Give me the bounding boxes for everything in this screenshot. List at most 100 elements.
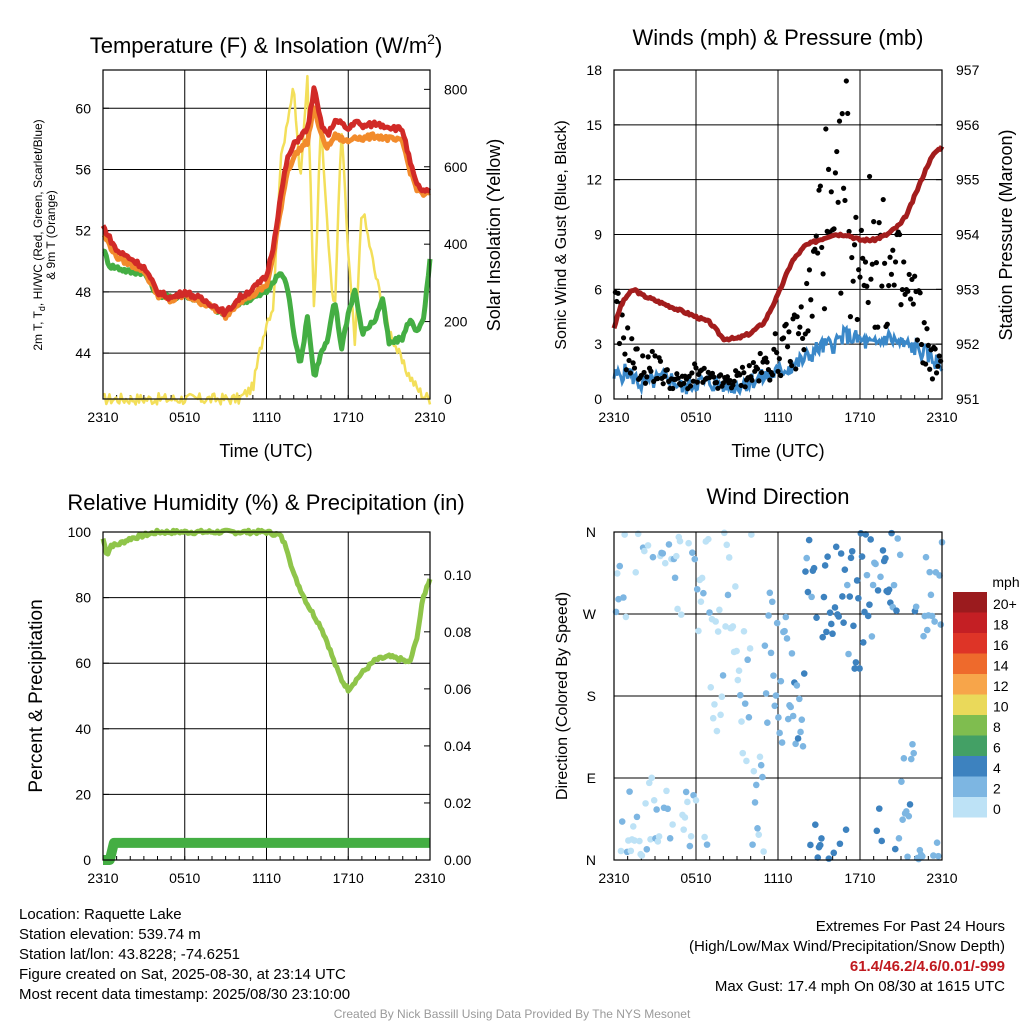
max-gust-text: Max Gust: 17.4 mph On 08/30 at 1615 UTC (714, 978, 1005, 995)
direction-point (836, 840, 844, 848)
x-tick-label: 2310 (87, 870, 118, 886)
direction-title: Wind Direction (706, 484, 849, 509)
gust-point (847, 314, 854, 320)
gust-point (853, 214, 859, 220)
direction-point (840, 619, 847, 626)
temperature-ylabel: 2m T, Td, HI/WC (Red, Green, Scarlet/Blu… (31, 119, 47, 350)
y-tick-label: W (583, 606, 597, 622)
direction-point (709, 714, 717, 722)
y-tick-label: 15 (586, 117, 602, 133)
y-tick-label: 44 (75, 345, 91, 361)
direction-point (724, 591, 732, 599)
x-tick-label: 0510 (680, 870, 711, 886)
gust-point (763, 355, 769, 361)
direction-point (676, 537, 684, 545)
direction-point (748, 531, 755, 538)
gust-point (842, 197, 848, 204)
direction-point (700, 589, 707, 597)
gust-point (756, 378, 762, 384)
direction-point (740, 627, 748, 635)
y2-tick-label: 400 (444, 236, 468, 252)
direction-point (804, 588, 812, 596)
x-tick-label: 2310 (598, 870, 629, 886)
legend-label: 18 (993, 617, 1009, 633)
direction-point (885, 586, 893, 593)
y-tick-label: 80 (75, 590, 91, 606)
y2-tick-label: 0 (444, 391, 452, 407)
direction-point (800, 670, 808, 677)
gust-point (805, 328, 811, 334)
direction-point (666, 835, 674, 842)
x-tick-label: 2310 (598, 409, 629, 425)
gust-point (757, 350, 763, 357)
direction-point (792, 740, 799, 748)
direction-point (823, 628, 830, 636)
y2-tick-label: 0.04 (444, 738, 471, 754)
direction-point (937, 621, 945, 628)
direction-point (751, 799, 759, 806)
direction-point (888, 529, 895, 537)
y-tick-label: E (587, 770, 596, 786)
gust-point (843, 78, 849, 84)
legend-label: 8 (993, 719, 1001, 735)
direction-point (616, 562, 624, 570)
direction-point (926, 568, 933, 576)
gust-point (625, 325, 631, 331)
gust-point (907, 296, 914, 302)
legend-label: 12 (993, 678, 1009, 694)
direction-point (935, 852, 942, 860)
direction-point (768, 598, 776, 606)
gust-point (759, 369, 765, 376)
gust-point (832, 170, 839, 176)
direction-point (654, 838, 662, 845)
legend-label: 10 (993, 699, 1009, 715)
direction-point (819, 633, 826, 641)
gust-point (873, 260, 880, 266)
direction-point (863, 571, 871, 579)
gust-point (917, 290, 923, 296)
gust-point (813, 233, 819, 239)
gust-point (652, 353, 658, 359)
direction-point (661, 559, 669, 567)
direction-point (720, 529, 728, 537)
direction-point (784, 715, 792, 723)
direction-point (685, 539, 692, 547)
gust-point (825, 166, 832, 172)
gust-point (875, 324, 881, 330)
direction-point (928, 612, 936, 620)
gust-point (750, 359, 757, 366)
x-tick-label: 0510 (169, 409, 200, 425)
y-tick-label: 9 (594, 227, 602, 243)
latlon-text: Station lat/lon: 43.8228; -74.6251 (19, 946, 241, 963)
direction-point (734, 676, 742, 684)
direction-point (825, 855, 833, 862)
direction-point (787, 703, 795, 711)
direction-point (931, 618, 938, 625)
direction-point (698, 574, 706, 582)
direction-point (631, 837, 638, 844)
direction-point (842, 826, 850, 834)
direction-point (891, 845, 899, 853)
gust-point (820, 271, 826, 277)
gust-point (831, 226, 837, 232)
gust-point (746, 363, 752, 369)
x-tick-label: 2310 (926, 870, 957, 886)
direction-point (872, 560, 879, 568)
y2-tick-label: 957 (956, 62, 980, 78)
gust-point (615, 290, 621, 296)
gust-point (905, 288, 911, 294)
direction-point (664, 805, 672, 813)
direction-point (798, 716, 806, 723)
direction-point (824, 553, 831, 561)
direction-point (756, 753, 764, 761)
plot-frame (102, 69, 431, 400)
gust-point (687, 383, 694, 389)
gust-point (664, 367, 670, 373)
gust-point (927, 366, 933, 372)
y2-tick-label: 0.00 (444, 852, 471, 868)
gust-point (724, 374, 731, 380)
direction-point (735, 667, 743, 674)
direction-point (716, 606, 723, 614)
direction-point (847, 554, 855, 562)
wind-panel: Winds (mph) & Pressure (mb) 2310 0510 1110… (553, 25, 1016, 461)
